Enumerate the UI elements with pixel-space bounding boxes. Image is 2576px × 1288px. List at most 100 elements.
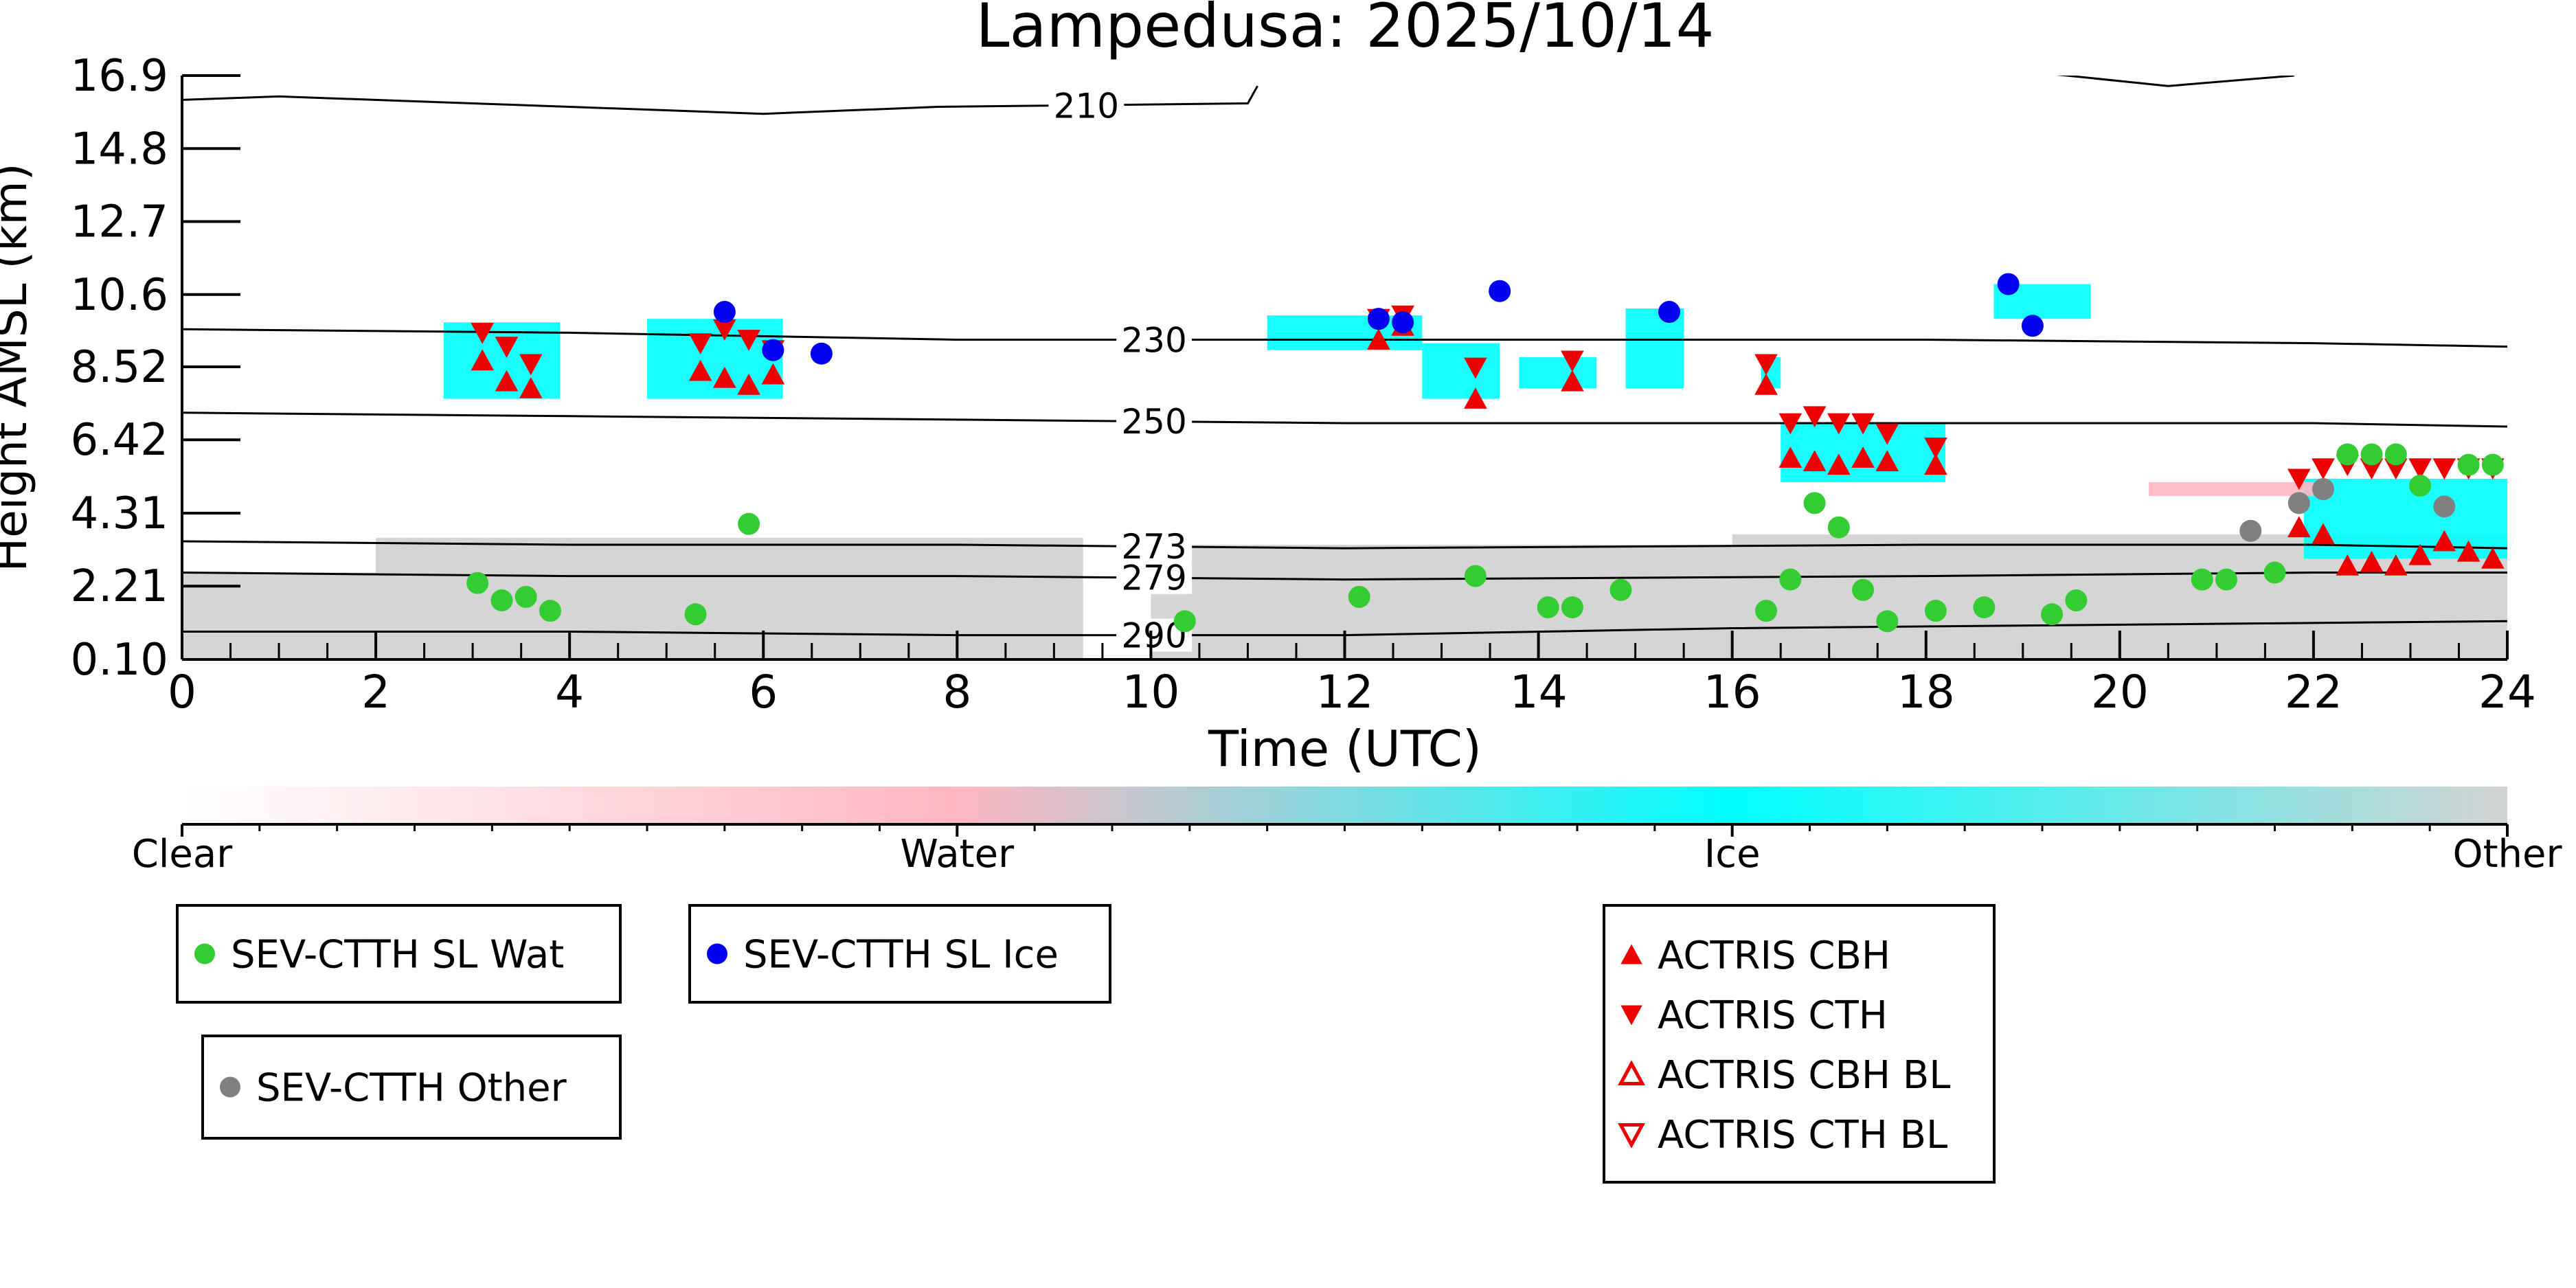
x-tick-label: 2 (361, 666, 390, 719)
sev-ctth-other-point (2433, 495, 2456, 518)
actris-cth-point (495, 337, 519, 358)
sev-ctth-sl-wat-point (466, 572, 489, 594)
sev-ctth-sl-wat-point (2457, 453, 2480, 476)
actris-cbh-point (2408, 543, 2432, 565)
actris-cth-point (1778, 413, 1803, 435)
y-tick-label: 16.9 (71, 51, 169, 102)
isotherm-line (182, 85, 1258, 115)
actris-cbh-point (1367, 328, 1390, 350)
actris-cbh-point (688, 359, 712, 381)
isotherm-line (182, 411, 2507, 428)
cloud-region-other (182, 572, 1083, 659)
legend-box (176, 904, 622, 1004)
isotherm-label: 250 (1121, 402, 1186, 442)
colorbar-tick-layer: Clear Water Ice Other (132, 824, 2562, 877)
sev-ctth-sl-wat-point (1852, 578, 1875, 601)
colorbar-label: Ice (1704, 832, 1761, 877)
y-tick-label: 6.42 (71, 415, 169, 466)
sev-ctth-sl-wat-point (2481, 453, 2504, 476)
isotherm-label: 210 (1054, 87, 1119, 126)
marker-layer (466, 273, 2505, 633)
actris-cbh-point (2481, 547, 2505, 569)
actris-cbh-point (737, 373, 760, 395)
isotherm-layer (182, 76, 2507, 637)
x-tick-label: 14 (1510, 666, 1568, 719)
x-tick-label: 24 (2478, 666, 2536, 719)
isotherm-label-bg (1116, 405, 1193, 438)
actris-cth-point (2432, 458, 2456, 480)
actris-cth-point (1803, 406, 1827, 428)
actris-cbh-point (2287, 516, 2311, 538)
actris-cth-point (471, 323, 494, 344)
actris-cbh-point (519, 377, 543, 398)
actris-cbh-point (1778, 447, 1803, 468)
x-tick-label: 12 (1316, 666, 1374, 719)
sev-ctth-sl-wat-point (1537, 596, 1559, 619)
sev-ctth-sl-ice-point (762, 339, 784, 361)
legend-box (201, 1035, 622, 1140)
sev-ctth-sl-wat-point (2263, 561, 2286, 584)
sev-ctth-sl-wat-point (539, 600, 561, 622)
actris-cbh-point (1827, 453, 1851, 475)
sev-ctth-sl-wat-point (1779, 568, 1802, 591)
cloud-region-ice (1519, 357, 1597, 389)
isotherm-line (182, 572, 2507, 581)
y-tick-label: 12.7 (71, 197, 169, 248)
colorbar-label: Clear (132, 832, 233, 877)
sev-ctth-sl-wat-point (1609, 578, 1632, 601)
sev-ctth-other-point (2239, 519, 2262, 542)
actris-cth-point (1875, 423, 1899, 445)
colorbar (182, 787, 2507, 824)
actris-cbh-point (2336, 554, 2360, 576)
sev-ctth-sl-ice-point (1392, 311, 1414, 334)
x-axis-label: Time (UTC) (1208, 720, 1482, 778)
legend-marker (1618, 1060, 1646, 1085)
legend-marker (194, 943, 215, 964)
sev-ctth-other-point (2312, 478, 2335, 501)
legend-marker (707, 943, 727, 964)
y-tick-label: 10.6 (71, 270, 169, 321)
sev-ctth-sl-wat-point (2215, 568, 2237, 591)
legend-label: ACTRIS CBH BL (1658, 1053, 1950, 1098)
y-tick-label: 8.52 (71, 342, 169, 393)
cloud-region-water (2149, 482, 2314, 497)
actris-cbh-point (2360, 550, 2384, 572)
x-tick-label: 6 (749, 666, 778, 719)
x-tick-label: 20 (2091, 666, 2149, 719)
x-tick-label: 16 (1704, 666, 1761, 719)
sev-ctth-other-point (2287, 492, 2310, 515)
actris-cbh-point (471, 349, 494, 371)
sev-ctth-sl-wat-point (2409, 475, 2432, 497)
sev-ctth-sl-wat-point (515, 585, 537, 608)
y-tick-label: 0.10 (71, 635, 169, 686)
isotherm-label-bg (1116, 530, 1193, 563)
sev-ctth-sl-wat-point (2065, 589, 2088, 611)
legend-marker (220, 1076, 240, 1098)
actris-cth-point (1561, 350, 1584, 372)
sev-ctth-sl-ice-point (2021, 315, 2044, 337)
x-tick-label: 10 (1122, 666, 1179, 719)
sev-ctth-sl-wat-point (1973, 596, 1996, 619)
legend-label: ACTRIS CTH BL (1658, 1113, 1947, 1157)
actris-cbh-point (495, 370, 519, 392)
cloud-region-ice (1422, 343, 1500, 399)
actris-cbh-point (2384, 554, 2408, 576)
actris-cbh-point (1803, 450, 1827, 471)
isotherm-line (182, 540, 2507, 550)
legend-label: ACTRIS CTH (1658, 993, 1888, 1038)
isotherm-label: 230 (1121, 321, 1186, 361)
actris-cth-point (1464, 357, 1487, 379)
x-tick-label: 0 (168, 666, 196, 719)
sev-ctth-sl-ice-point (1489, 280, 1511, 302)
legend: SEV-CTTH SL Wat SEV-CTTH SL Ice SEV-CTTH O… (176, 904, 1996, 1184)
sev-ctth-sl-wat-point (1755, 600, 1778, 622)
actris-cbh-point (1875, 450, 1899, 471)
sev-ctth-sl-ice-point (713, 301, 736, 324)
x-tick-layer: 0 2 4 6 8 10 12 14 16 18 20 22 24 (168, 631, 2536, 719)
chart-title: Lampedusa: 2025/10/14 (976, 0, 1715, 61)
actris-cth-point (2408, 458, 2432, 480)
y-tick-label: 4.31 (71, 488, 169, 539)
actris-cth-point (688, 333, 712, 354)
